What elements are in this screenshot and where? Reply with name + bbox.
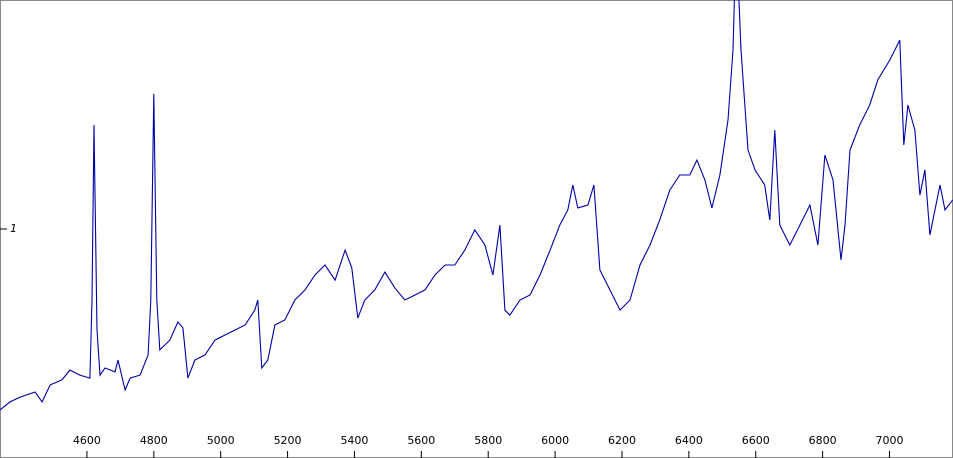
x-tick-label: 6800 (809, 434, 837, 447)
x-tick-label: 5600 (407, 434, 435, 447)
x-tick-label: 5800 (474, 434, 502, 447)
x-tick-label: 5400 (340, 434, 368, 447)
spectrum-line (0, 0, 953, 411)
x-tick-label: 5000 (207, 434, 235, 447)
x-tick-label: 6600 (742, 434, 770, 447)
x-tick-label: 6200 (608, 434, 636, 447)
x-tick-label: 4800 (140, 434, 168, 447)
x-tick-label: 6000 (541, 434, 569, 447)
x-tick-label: 4600 (73, 434, 101, 447)
x-tick-label: 5200 (274, 434, 302, 447)
y-tick-label: 1 (10, 222, 17, 235)
x-tick-label: 6400 (675, 434, 703, 447)
x-tick-label: 7000 (875, 434, 903, 447)
